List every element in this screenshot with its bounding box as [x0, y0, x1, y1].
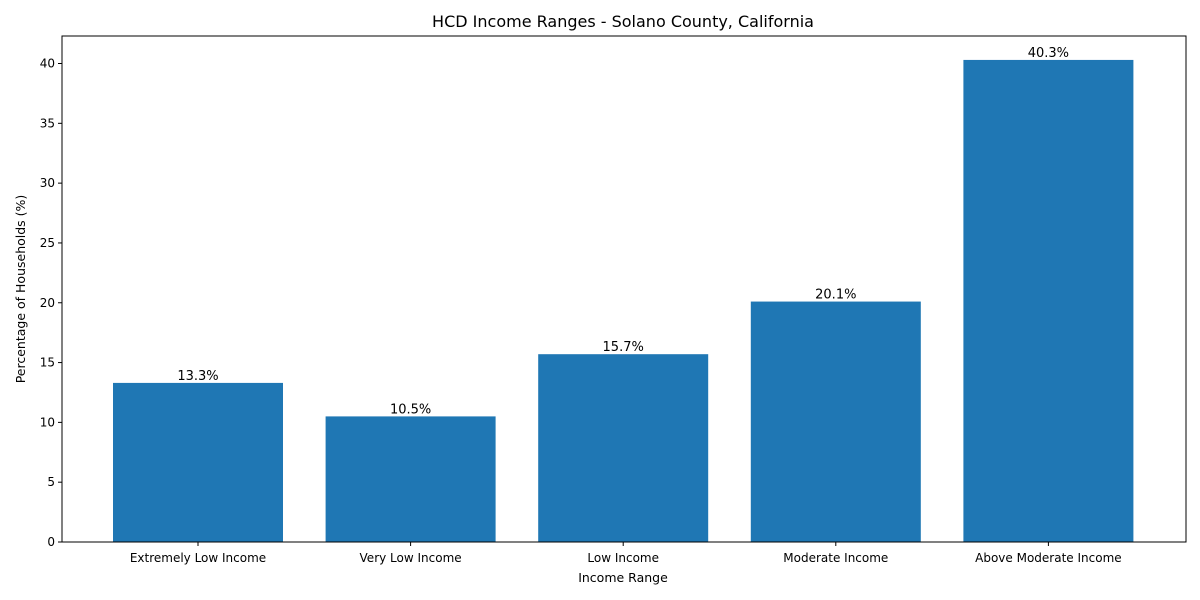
y-tick-label-0: 0: [47, 535, 55, 549]
y-tick-label-7: 35: [40, 116, 55, 130]
x-tick-label-1: Very Low Income: [360, 551, 462, 565]
y-tick-label-4: 20: [40, 296, 55, 310]
data-label-4: 40.3%: [1028, 46, 1069, 61]
x-tick-label-3: Moderate Income: [783, 551, 888, 565]
y-tick-label-1: 5: [47, 475, 55, 489]
chart-title: HCD Income Ranges - Solano County, Calif…: [432, 12, 814, 31]
bar-0: [113, 382, 283, 542]
x-axis-ticks: Extremely Low Income Very Low Income Low I…: [130, 542, 1122, 565]
y-axis-label: Percentage of Households (%): [13, 195, 28, 384]
data-label-2: 15.7%: [603, 340, 644, 355]
y-tick-label-3: 15: [40, 356, 55, 370]
bars-group: 13.3% 10.5% 15.7% 20.1% 40.3%: [113, 46, 1134, 543]
x-tick-label-2: Low Income: [587, 551, 659, 565]
y-tick-label-8: 40: [40, 57, 55, 71]
x-axis-label: Income Range: [578, 570, 668, 585]
bar-1: [325, 416, 496, 542]
y-tick-label-5: 25: [40, 236, 55, 250]
y-tick-label-2: 10: [40, 415, 55, 429]
data-label-1: 10.5%: [390, 402, 431, 417]
bar-2: [538, 354, 709, 542]
bar-3: [750, 301, 921, 542]
y-tick-label-6: 30: [40, 176, 55, 190]
y-axis-ticks: 0 5 10 15 20 25 30 35 40: [40, 57, 62, 549]
x-tick-label-0: Extremely Low Income: [130, 551, 266, 565]
data-label-0: 13.3%: [177, 369, 218, 384]
x-tick-label-4: Above Moderate Income: [975, 551, 1122, 565]
bar-4: [963, 59, 1134, 543]
data-label-3: 20.1%: [815, 288, 856, 303]
plot-frame: [61, 35, 1187, 543]
